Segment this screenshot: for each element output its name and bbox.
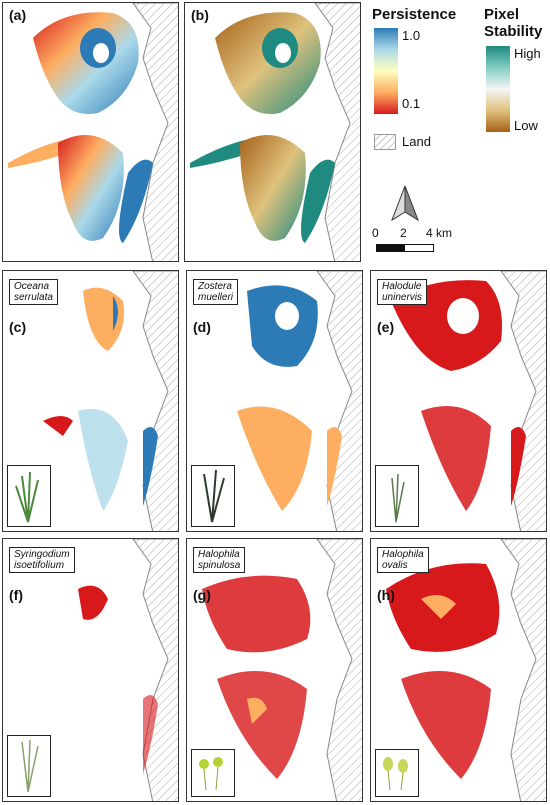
panel-c-oceana-serrulata: Oceana serrulata (c) xyxy=(2,270,179,532)
persistence-min-label: 0.1 xyxy=(402,96,421,111)
stability-legend-title-1: Pixel xyxy=(484,6,520,23)
panel-h-halophila-ovalis: Halophila ovalis (h) xyxy=(370,538,547,802)
stability-low-label: Low xyxy=(514,118,538,133)
panel-e-halodule-uninervis: Halodule uninervis (e) xyxy=(370,270,547,532)
scale-tick-4: 4 km xyxy=(426,226,453,240)
species-name-box: Zostera muelleri xyxy=(193,279,239,305)
stability-legend-title-2: Stability xyxy=(484,23,543,40)
scale-bar xyxy=(376,244,434,252)
panel-label: (c) xyxy=(9,319,27,335)
species-name-line2: muelleri xyxy=(198,292,234,303)
panel-label: (a) xyxy=(9,7,27,23)
north-arrow-icon xyxy=(391,185,419,222)
scale-tick-2: 2 xyxy=(400,226,407,240)
land-area xyxy=(314,3,360,261)
species-name-line1: Halophila xyxy=(382,549,424,560)
persistence-colorbar xyxy=(374,28,398,114)
panel-a-persistence-map: (a) xyxy=(2,2,179,262)
seagrass-illustration xyxy=(7,735,51,797)
panel-label: (h) xyxy=(377,587,395,603)
stability-colorbar xyxy=(486,46,510,132)
panel-label: (e) xyxy=(377,319,395,335)
panel-b-stability-map: (b) xyxy=(184,2,361,262)
species-name-box: Halophila spinulosa xyxy=(193,547,246,573)
stability-map xyxy=(190,3,360,261)
species-name-box: Syringodium isoetifolium xyxy=(9,547,75,573)
seagrass-illustration xyxy=(375,749,419,797)
land-swatch xyxy=(374,134,396,150)
panel-label: (b) xyxy=(191,7,209,23)
species-name-line2: isoetifolium xyxy=(14,560,65,571)
panel-f-syringodium-isoetifolium: Syringodium isoetifolium (f) xyxy=(2,538,179,802)
panel-label: (d) xyxy=(193,319,211,335)
species-map xyxy=(43,271,178,531)
species-name-line1: Zostera xyxy=(198,281,232,292)
land-label: Land xyxy=(402,134,431,149)
legend: Persistence 1.0 0.1 Pixel Stability High… xyxy=(368,2,548,264)
species-map xyxy=(202,539,362,801)
seagrass-north xyxy=(33,12,139,114)
species-name-line1: Syringodium xyxy=(14,549,70,560)
panel-label: (g) xyxy=(193,587,211,603)
persistence-max-label: 1.0 xyxy=(402,28,421,43)
species-name-line2: serrulata xyxy=(14,292,53,303)
species-name-line1: Oceana xyxy=(14,281,50,292)
species-name-line2: spinulosa xyxy=(198,560,241,571)
species-map xyxy=(237,271,362,531)
seagrass-tail xyxy=(8,138,73,168)
panel-label: (f) xyxy=(9,587,23,603)
persistence-map xyxy=(8,3,178,261)
species-name-line2: uninervis xyxy=(382,292,423,303)
species-name-box: Halodule uninervis xyxy=(377,279,428,305)
species-map xyxy=(386,539,546,801)
stability-high-label: High xyxy=(514,46,541,61)
species-name-line2: ovalis xyxy=(382,560,408,571)
species-name-box: Halophila ovalis xyxy=(377,547,429,573)
seagrass-illustration xyxy=(191,749,235,797)
species-map xyxy=(78,539,178,801)
seagrass-illustration xyxy=(7,465,51,527)
seagrass-south xyxy=(58,135,124,241)
panel-g-halophila-spinulosa: Halophila spinulosa (g) xyxy=(186,538,363,802)
scale-tick-0: 0 xyxy=(372,226,379,240)
seagrass-illustration xyxy=(375,465,419,527)
panel-d-zostera-muelleri: Zostera muelleri (d) xyxy=(186,270,363,532)
species-name-line1: Halodule xyxy=(382,281,422,292)
species-name-line1: Halophila xyxy=(198,549,240,560)
seagrass-illustration xyxy=(191,465,235,527)
species-name-box: Oceana serrulata xyxy=(9,279,58,305)
persistence-legend-title: Persistence xyxy=(372,6,457,23)
land-area xyxy=(132,3,178,261)
